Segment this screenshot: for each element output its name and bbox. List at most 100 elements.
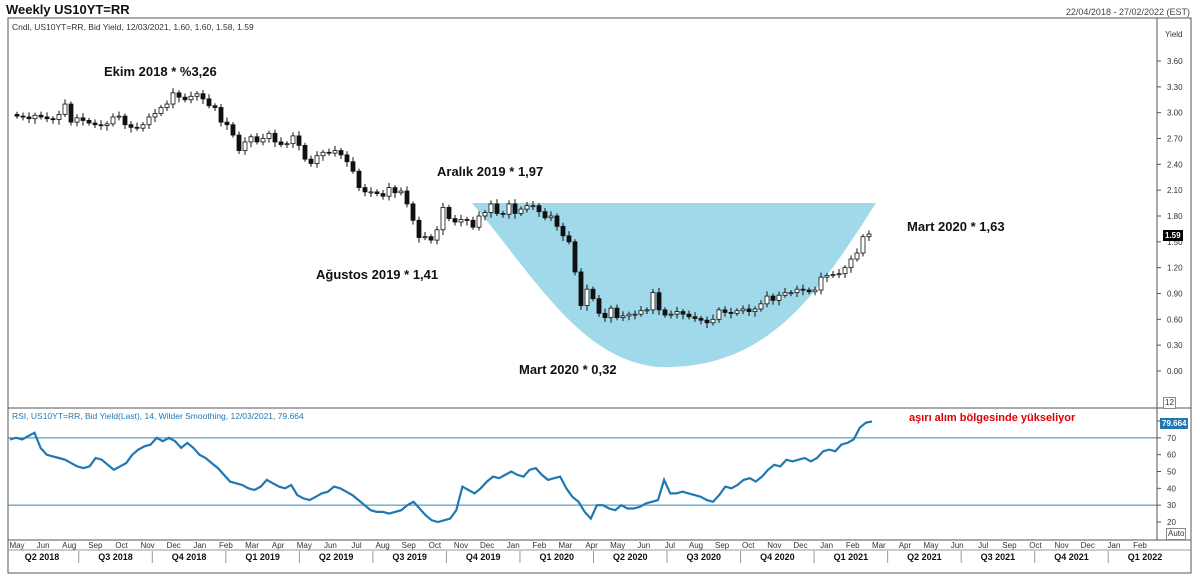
- candle: [560, 222, 566, 241]
- candle: [776, 291, 782, 306]
- rsi-info-line: RSI, US10YT=RR, Bid Yield(Last), 14, Wil…: [12, 411, 304, 421]
- candle: [386, 182, 392, 201]
- x-quarter-label: Q1 2019: [245, 552, 280, 562]
- candle: [74, 114, 80, 127]
- candle: [740, 305, 746, 315]
- candle: [638, 306, 644, 317]
- candle: [266, 130, 272, 143]
- annotation-aralik-2019: Aralık 2019 * 1,97: [437, 164, 544, 179]
- price-tick-label: 3.60: [1167, 57, 1183, 66]
- x-month-label: Oct: [115, 541, 128, 550]
- candle: [440, 202, 446, 235]
- zoom-indicator[interactable]: 12: [1163, 397, 1176, 409]
- x-month-label: Jan: [193, 541, 206, 550]
- candle: [482, 209, 488, 221]
- candle: [242, 137, 248, 155]
- candle: [704, 316, 710, 328]
- x-month-label: May: [924, 541, 939, 550]
- auto-scale-button[interactable]: Auto: [1166, 528, 1187, 540]
- x-month-label: Sep: [402, 541, 417, 550]
- x-month-label: Dec: [167, 541, 181, 550]
- price-tick-label: 0.90: [1167, 290, 1183, 299]
- x-quarter-label: Q2 2020: [613, 552, 648, 562]
- candle: [494, 199, 500, 216]
- price-tick-label: 2.10: [1167, 186, 1183, 195]
- x-month-label: Apr: [899, 541, 912, 550]
- candle: [374, 189, 380, 197]
- candle: [116, 111, 122, 121]
- price-tick-label: 0.30: [1167, 341, 1183, 350]
- x-month-label: Jun: [324, 541, 337, 550]
- candle: [302, 142, 308, 162]
- candle: [794, 285, 800, 297]
- candle: [422, 232, 428, 241]
- annotation-mart-2020-low: Mart 2020 * 0,32: [519, 362, 617, 377]
- candle: [92, 119, 98, 129]
- x-quarter-label: Q4 2019: [466, 552, 501, 562]
- x-month-label: May: [610, 541, 625, 550]
- candle: [524, 202, 530, 213]
- x-month-label: Feb: [1133, 541, 1147, 550]
- candle: [548, 211, 554, 222]
- x-month-label: Aug: [689, 541, 703, 550]
- candle: [608, 305, 614, 323]
- candle: [476, 211, 482, 231]
- candle: [392, 185, 398, 198]
- x-quarter-label: Q3 2018: [98, 552, 133, 562]
- price-tick-label: 1.80: [1167, 212, 1183, 221]
- x-month-label: Feb: [532, 541, 546, 550]
- x-month-label: Oct: [429, 541, 442, 550]
- candle: [530, 201, 536, 210]
- price-info-line: Cndl, US10YT=RR, Bid Yield, 12/03/2021, …: [12, 22, 254, 32]
- candle: [404, 186, 410, 208]
- candle: [218, 103, 224, 127]
- candle: [68, 101, 74, 126]
- candle: [62, 99, 68, 117]
- candle: [212, 103, 218, 111]
- candle: [830, 270, 836, 278]
- candle: [104, 121, 110, 131]
- price-tick-label: 0.00: [1167, 367, 1183, 376]
- candle: [368, 187, 374, 198]
- x-quarter-label: Q3 2020: [687, 552, 722, 562]
- candle: [602, 308, 608, 322]
- x-quarter-label: Q3 2021: [981, 552, 1016, 562]
- candle: [338, 147, 344, 160]
- x-quarter-label: Q3 2019: [392, 552, 427, 562]
- candle: [512, 199, 518, 219]
- candle: [536, 203, 542, 217]
- y-axis-title: Yield: [1165, 30, 1183, 39]
- x-quarter-label: Q1 2020: [539, 552, 574, 562]
- candle: [326, 148, 332, 156]
- candle: [140, 122, 146, 132]
- candle: [86, 117, 92, 126]
- candle: [50, 116, 56, 124]
- candle: [518, 206, 524, 216]
- x-month-label: Aug: [376, 541, 390, 550]
- price-tick-label: 3.00: [1167, 109, 1183, 118]
- candle: [854, 248, 860, 262]
- candle: [320, 149, 326, 161]
- candle: [200, 90, 206, 105]
- x-month-label: Sep: [88, 541, 103, 550]
- candle: [452, 214, 458, 226]
- x-month-label: Oct: [1029, 541, 1042, 550]
- candle: [38, 111, 44, 120]
- x-month-label: Sep: [715, 541, 730, 550]
- x-month-label: Mar: [872, 541, 886, 550]
- candle: [362, 183, 368, 197]
- candle: [80, 113, 86, 126]
- candle: [500, 210, 506, 218]
- candle: [506, 200, 512, 219]
- candle: [542, 208, 548, 221]
- candle: [584, 284, 590, 311]
- x-quarter-label: Q1 2021: [834, 552, 869, 562]
- candle: [578, 268, 584, 310]
- candle: [728, 307, 734, 319]
- candle: [662, 307, 668, 318]
- candle: [860, 234, 866, 257]
- rsi-line: [9, 420, 873, 524]
- candle: [134, 122, 140, 131]
